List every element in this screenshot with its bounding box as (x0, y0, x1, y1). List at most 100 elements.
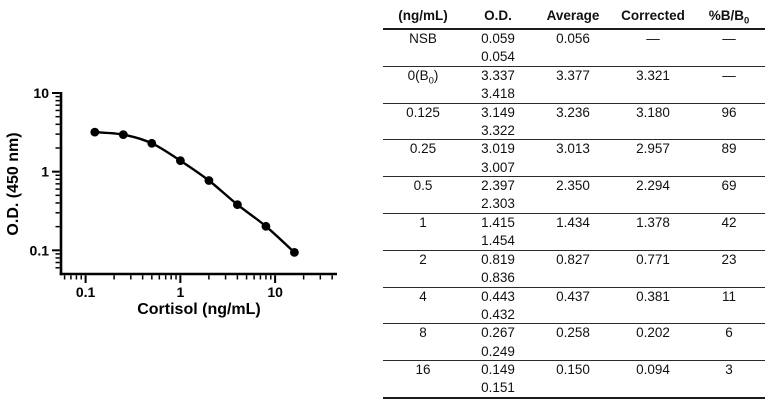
table-row: 16 0.149 0.151 0.150 0.094 3 (383, 361, 765, 399)
average-value: 3.236 (556, 104, 590, 120)
percent-bb0-value: 89 (721, 141, 737, 157)
od-value: 0.151 (481, 380, 515, 396)
table-row: 0.125 3.149 3.322 3.236 3.180 96 (383, 104, 765, 141)
standard-curve-chart: 0.1 1 10 0.1 1 10 Cortisol (ng/mL) O.D. (450 … (0, 0, 380, 409)
data-point (261, 221, 271, 231)
y-tick-label: 10 (33, 85, 49, 101)
corrected-value: — (646, 31, 660, 46)
concentration-label: 0.125 (406, 104, 440, 120)
x-axis-label: Cortisol (ng/mL) (137, 301, 261, 318)
table-row: 1 1.415 1.454 1.434 1.378 42 (383, 214, 765, 251)
od-values: 0.149 0.151 (463, 361, 533, 397)
corrected-value: 0.202 (636, 325, 670, 341)
od-value: 0.836 (481, 269, 515, 285)
table-row: 0.25 3.019 3.007 3.013 2.957 89 (383, 140, 765, 178)
od-value: 3.337 (481, 67, 515, 83)
od-value: 0.443 (481, 288, 515, 304)
concentration-label: 4 (419, 288, 427, 304)
od-value: 0.149 (481, 362, 515, 378)
od-value: 3.019 (481, 141, 515, 157)
od-values: 1.415 1.454 (463, 214, 533, 250)
data-point (204, 176, 214, 185)
average-value: 0.056 (556, 31, 590, 46)
percent-bb0-value: 96 (721, 104, 737, 120)
concentration-label: 0.25 (409, 141, 437, 157)
corrected-value: 0.771 (636, 251, 670, 267)
y-axis-label: O.D. (450 nm) (5, 132, 22, 235)
concentration-label: 2 (419, 251, 427, 267)
percent-bb0-value: 42 (721, 214, 737, 230)
percent-bb0-value: 11 (721, 288, 736, 304)
data-point (176, 156, 185, 166)
od-values: 0.443 0.432 (463, 288, 533, 324)
concentration-label: 8 (419, 325, 427, 341)
percent-bb0-value: 23 (721, 251, 737, 267)
od-value: 1.454 (481, 233, 515, 249)
corrected-value: 3.180 (636, 104, 670, 120)
column-header: O.D. (484, 7, 512, 23)
average-value: 0.437 (556, 288, 590, 304)
percent-bb0-value: 3 (725, 362, 733, 378)
x-tick-label: 0.1 (76, 284, 96, 300)
x-tick-label: 1 (176, 284, 184, 300)
table-row: 0.5 2.397 2.303 2.350 2.294 69 (383, 177, 765, 214)
percent-bb0-value: — (722, 67, 736, 83)
x-tick-label: 10 (267, 284, 283, 300)
corrected-value: 0.094 (636, 362, 670, 378)
od-value: 2.397 (481, 178, 515, 194)
od-values: 0.267 0.249 (463, 324, 533, 360)
corrected-value: 2.957 (636, 141, 670, 157)
od-value: 3.418 (481, 85, 515, 101)
average-value: 1.434 (556, 214, 590, 230)
od-value: 0.249 (481, 343, 515, 359)
od-value: 3.149 (481, 104, 515, 120)
od-values: 2.397 2.303 (463, 177, 533, 213)
axes-layer: 0.1 1 10 0.1 1 10 (30, 85, 337, 300)
standard-curve-svg: 0.1 1 10 0.1 1 10 Cortisol (ng/mL) O.D. (450 … (5, 85, 337, 318)
od-value: 1.415 (481, 214, 515, 230)
data-point (90, 127, 100, 137)
od-values: 3.149 3.322 (463, 104, 533, 140)
od-value: 0.059 (481, 31, 515, 46)
average-value: 3.377 (556, 67, 590, 83)
corrected-value: 1.378 (636, 214, 670, 230)
standard-curve-line (94, 130, 296, 254)
table-row: NSB 0.059 0.054 0.056 — — (383, 30, 765, 67)
od-values: 3.019 3.007 (463, 140, 533, 176)
table-body: NSB 0.059 0.054 0.056 — — 0(B0) 3.337 3.418 3.377… (383, 30, 765, 399)
data-point (147, 138, 157, 148)
od-values: 0.059 0.054 (463, 30, 533, 66)
od-value: 2.303 (481, 196, 515, 212)
percent-bb0-value: 69 (721, 178, 737, 194)
od-value: 0.819 (481, 251, 515, 267)
data-point (233, 200, 242, 210)
table-row: 4 0.443 0.432 0.437 0.381 11 (383, 288, 765, 325)
column-header: (ng/mL) (398, 7, 448, 23)
table-row: 8 0.267 0.249 0.258 0.202 6 (383, 324, 765, 362)
average-value: 3.013 (556, 141, 590, 157)
column-header: %B/B0 (708, 7, 750, 27)
concentration-label: NSB (409, 31, 437, 46)
od-value: 0.432 (481, 306, 515, 322)
table-row: 2 0.819 0.836 0.827 0.771 23 (383, 251, 765, 288)
table-row: 0(B0) 3.337 3.418 3.377 3.321 — (383, 67, 765, 104)
od-value: 0.054 (481, 49, 515, 65)
od-values: 3.337 3.418 (463, 67, 533, 103)
percent-bb0-value: 6 (725, 325, 733, 341)
percent-bb0-value: — (722, 31, 736, 46)
average-value: 0.150 (556, 362, 590, 378)
concentration-label: 1 (419, 214, 427, 230)
data-point (118, 130, 128, 140)
od-value: 3.322 (481, 122, 515, 138)
od-value: 3.007 (481, 159, 515, 175)
standards-table: (ng/mL) O.D. Average Corrected %B/B0 NSB 0.05… (380, 0, 768, 409)
od-value: 0.267 (481, 325, 515, 341)
data-point (290, 248, 299, 257)
average-value: 0.258 (556, 325, 590, 341)
column-header: Corrected (621, 7, 685, 23)
table-header-row: (ng/mL) O.D. Average Corrected %B/B0 (383, 2, 765, 30)
corrected-value: 3.321 (636, 67, 670, 83)
corrected-value: 0.381 (636, 288, 670, 304)
average-value: 2.350 (556, 178, 590, 194)
